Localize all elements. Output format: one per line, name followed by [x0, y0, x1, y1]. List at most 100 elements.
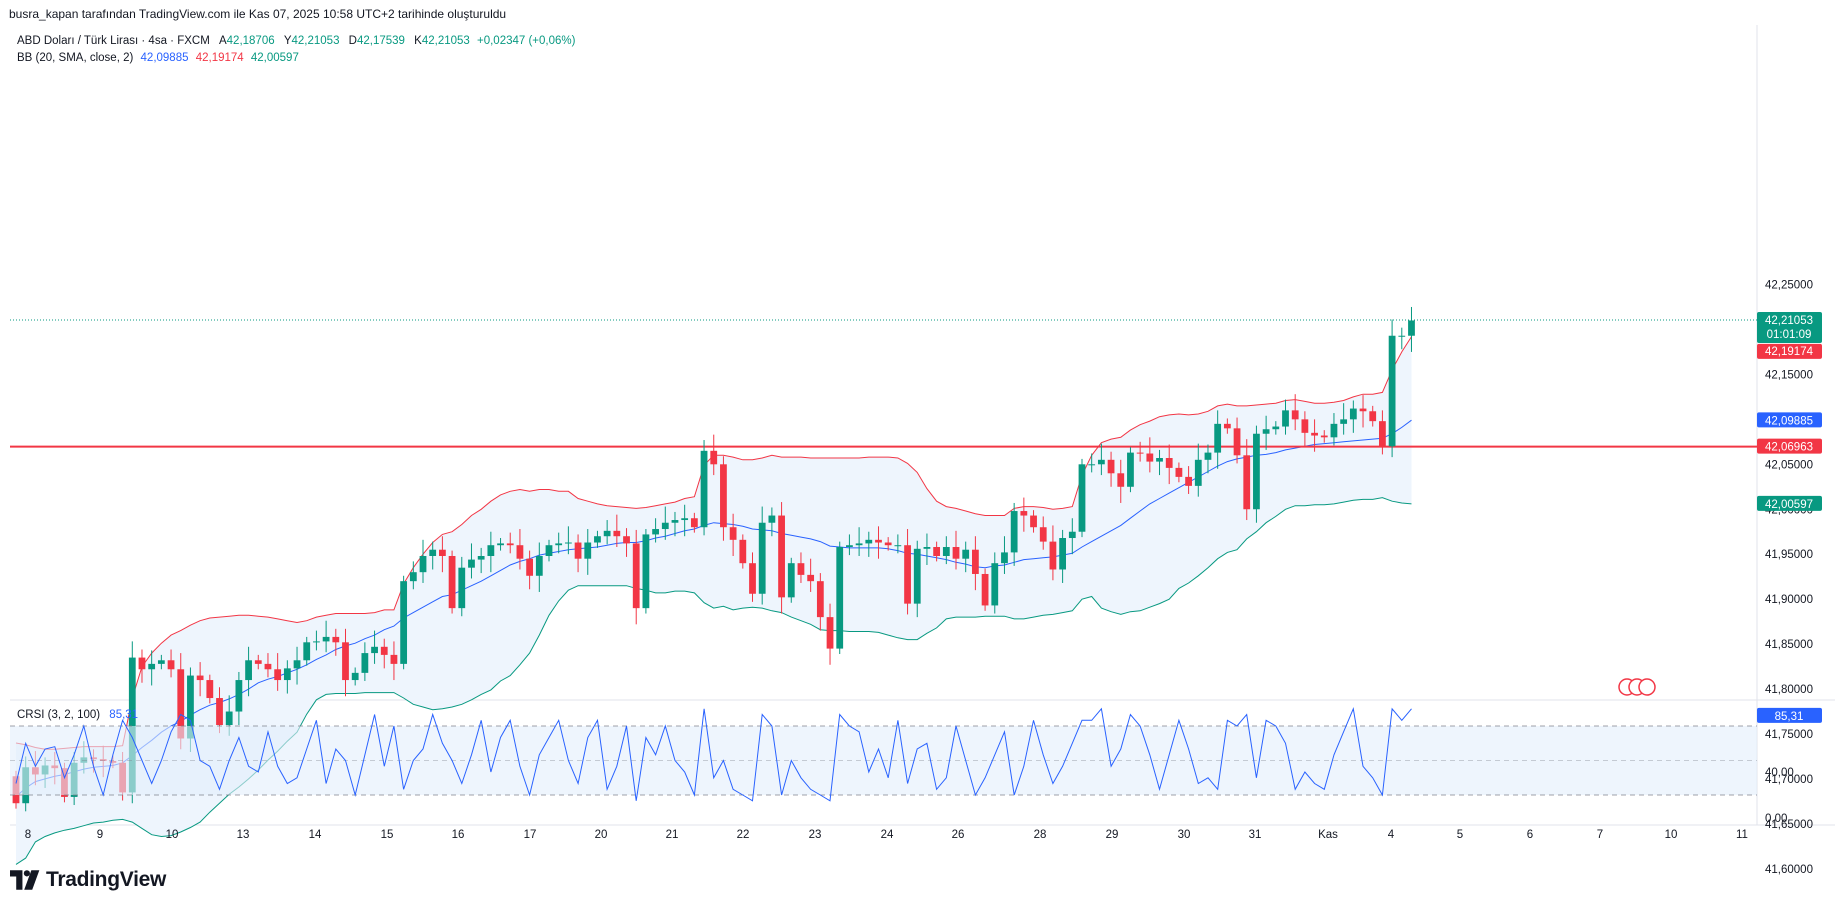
horizontal-level-badge[interactable] [1757, 438, 1822, 454]
candle-body[interactable] [855, 543, 863, 546]
bb-indicator-label[interactable]: BB (20, SMA, close, 2) [17, 52, 134, 64]
candle-body[interactable] [1349, 408, 1357, 420]
candle-body[interactable] [497, 543, 504, 546]
candle-body[interactable] [972, 549, 979, 574]
candle-body[interactable] [623, 536, 630, 544]
candle-body[interactable] [1330, 423, 1338, 438]
candle-body[interactable] [458, 567, 466, 609]
candle-body[interactable] [254, 660, 262, 664]
candle-body[interactable] [516, 545, 524, 559]
candle-body[interactable] [913, 548, 921, 604]
bb-basis-badge[interactable] [1757, 412, 1822, 428]
candle-body[interactable] [128, 657, 136, 793]
candle-body[interactable] [342, 642, 349, 681]
bb-upper-badge[interactable] [1757, 343, 1822, 359]
candle-body[interactable] [1214, 423, 1222, 453]
candle-body[interactable] [506, 543, 514, 546]
candle-body[interactable] [1194, 459, 1202, 486]
candle-body[interactable] [196, 675, 204, 681]
candle-body[interactable] [652, 529, 659, 535]
candle-body[interactable] [613, 530, 621, 537]
candle-body[interactable] [293, 660, 301, 669]
candle-body[interactable] [846, 545, 853, 548]
candle-body[interactable] [933, 547, 941, 556]
candle-body[interactable] [584, 542, 592, 559]
candle-body[interactable] [594, 536, 601, 543]
candle-body[interactable] [1408, 320, 1415, 336]
candle-body[interactable] [739, 539, 747, 564]
candle-body[interactable] [1049, 541, 1057, 570]
candle-body[interactable] [351, 672, 359, 681]
candle-body[interactable] [1311, 432, 1318, 436]
candle-body[interactable] [1301, 419, 1309, 433]
candle-body[interactable] [1282, 410, 1289, 427]
crsi-line[interactable] [15, 707, 1412, 802]
candle-body[interactable] [167, 660, 175, 670]
candle-body[interactable] [865, 539, 873, 544]
crsi-indicator-label[interactable]: CRSI (3, 2, 100) [17, 709, 101, 721]
candle-body[interactable] [1117, 473, 1125, 487]
candle-body[interactable] [1272, 426, 1280, 430]
candle-body[interactable] [1369, 411, 1377, 422]
candle-body[interactable] [758, 522, 766, 594]
flag-icon[interactable] [1638, 678, 1656, 696]
candle-body[interactable] [816, 581, 824, 618]
candle-body[interactable] [894, 545, 902, 547]
candle-body[interactable] [332, 636, 340, 643]
candle-body[interactable] [1078, 464, 1086, 532]
candle-body[interactable] [749, 563, 756, 594]
candle-body[interactable] [1001, 552, 1008, 564]
candle-body[interactable] [448, 555, 456, 609]
candle-body[interactable] [768, 515, 776, 523]
crsi-badge[interactable] [1757, 707, 1822, 723]
candle-body[interactable] [690, 518, 698, 528]
candle-body[interactable] [1127, 452, 1134, 487]
candle-body[interactable] [1185, 476, 1192, 486]
candle-body[interactable] [836, 547, 844, 649]
candle-body[interactable] [1359, 408, 1367, 412]
candle-body[interactable] [283, 668, 291, 681]
candle-body[interactable] [380, 646, 388, 655]
candle-body[interactable] [409, 572, 417, 582]
candle-body[interactable] [1223, 423, 1231, 429]
bb-lower-badge[interactable] [1757, 495, 1822, 511]
candle-body[interactable] [235, 680, 243, 712]
candle-body[interactable] [962, 549, 970, 559]
candle-body[interactable] [245, 660, 252, 681]
candle-body[interactable] [991, 563, 999, 606]
candle-body[interactable] [564, 542, 572, 544]
last-price-badge[interactable] [1757, 311, 1822, 343]
candle-body[interactable] [1039, 527, 1047, 542]
symbol-title[interactable]: ABD Doları / Türk Lirası · 4sa · FXCM [17, 35, 210, 47]
candle-body[interactable] [477, 555, 485, 560]
candle-body[interactable] [904, 545, 911, 604]
candle-body[interactable] [148, 663, 156, 670]
candle-body[interactable] [303, 642, 311, 661]
candle-body[interactable] [923, 547, 931, 549]
candle-body[interactable] [468, 559, 475, 568]
candle-body[interactable] [187, 675, 194, 739]
candle-body[interactable] [1398, 335, 1406, 337]
candle-body[interactable] [1059, 538, 1067, 570]
candle-body[interactable] [942, 547, 950, 556]
candle-body[interactable] [797, 563, 805, 575]
candle-body[interactable] [1291, 410, 1299, 420]
candle-body[interactable] [642, 534, 650, 609]
candle-body[interactable] [826, 617, 834, 649]
candle-body[interactable] [729, 527, 737, 540]
candle-body[interactable] [1088, 464, 1096, 466]
candle-body[interactable] [419, 555, 427, 573]
candle-body[interactable] [390, 654, 398, 664]
candle-body[interactable] [1156, 458, 1163, 462]
candle-body[interactable] [884, 542, 892, 546]
candle-body[interactable] [1097, 459, 1105, 465]
candle-body[interactable] [671, 520, 679, 523]
candle-body[interactable] [681, 518, 689, 521]
candle-body[interactable] [177, 669, 185, 739]
candle-body[interactable] [225, 711, 233, 726]
candle-body[interactable] [274, 669, 282, 681]
candle-body[interactable] [487, 545, 495, 556]
candle-body[interactable] [1233, 428, 1241, 456]
candle-body[interactable] [661, 522, 669, 530]
